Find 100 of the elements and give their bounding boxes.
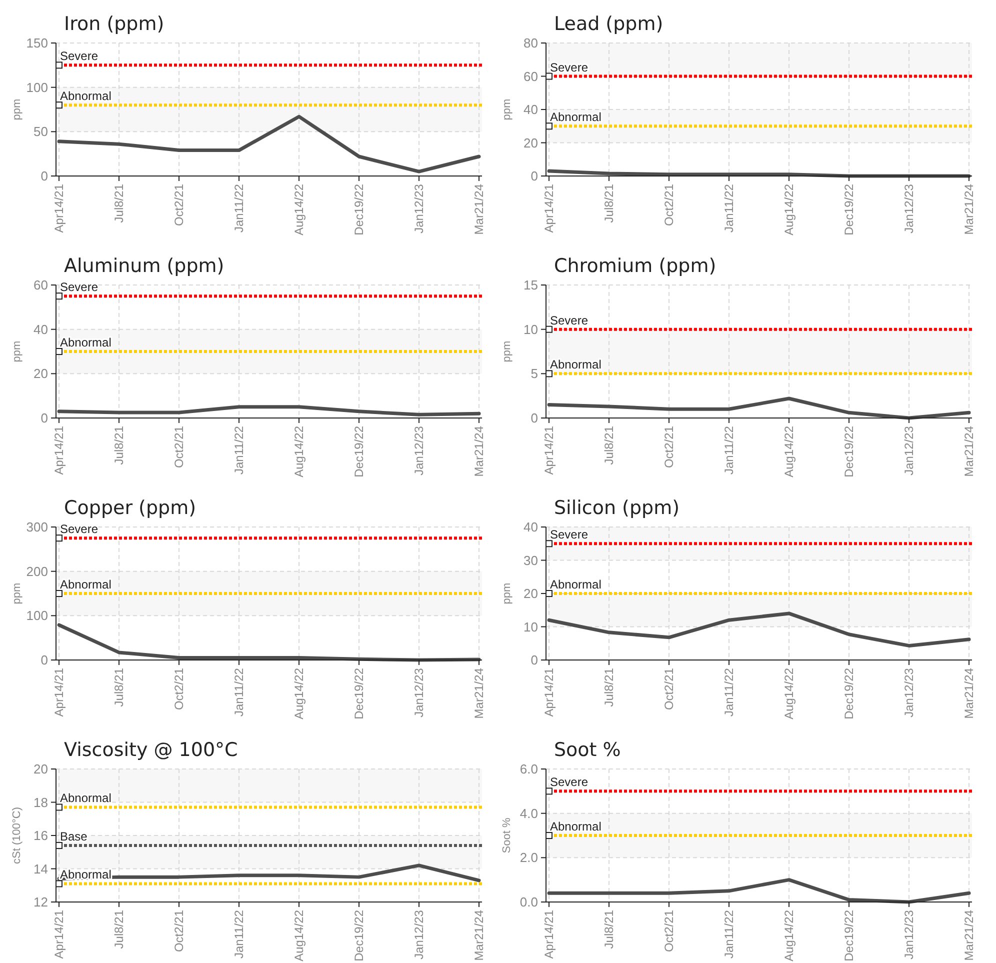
chart-title: Lead (ppm) (554, 13, 664, 35)
ref-line-label: Abnormal (550, 820, 602, 834)
y-tick-label: 40 (524, 520, 538, 535)
x-tick-label: Dec19/22 (352, 184, 366, 236)
y-tick-label: 0 (530, 652, 538, 668)
x-tick-label: Dec19/22 (352, 426, 366, 478)
x-tick-label: Aug14/22 (782, 668, 796, 720)
ref-line-label: Abnormal (550, 110, 602, 124)
x-tick-label: Aug14/22 (292, 910, 306, 962)
chart-title: Soot % (554, 739, 621, 761)
y-tick-label: 0 (530, 168, 538, 184)
y-tick-label: 5 (530, 366, 538, 382)
x-tick-label: Mar21/24 (962, 910, 976, 961)
y-tick-label: 0 (40, 168, 48, 184)
x-tick-label: Dec19/22 (352, 910, 366, 962)
ref-line-label: Base (60, 829, 88, 844)
ref-line-label: Abnormal (550, 578, 602, 592)
x-tick-label: Jul8/21 (602, 910, 616, 949)
x-tick-label: Apr14/21 (52, 668, 66, 717)
y-tick-label: 10 (524, 322, 538, 337)
x-tick-label: Jan12/23 (902, 184, 916, 234)
y-axis-title: ppm (501, 582, 513, 604)
x-tick-label: Aug14/22 (292, 668, 306, 720)
x-tick-label: Jul8/21 (112, 668, 126, 707)
x-tick-label: Mar21/24 (962, 184, 976, 235)
x-tick-label: Mar21/24 (472, 184, 486, 235)
y-tick-label: 150 (26, 36, 48, 51)
ref-line-label: Severe (60, 280, 98, 294)
chart-title: Aluminum (ppm) (64, 255, 224, 277)
chart-title: Silicon (ppm) (554, 497, 680, 519)
x-tick-label: Jul8/21 (602, 426, 616, 465)
ref-line-label: Severe (550, 60, 588, 74)
ref-line-label: Abnormal (60, 578, 112, 592)
ref-line-label: Abnormal (60, 336, 112, 350)
x-tick-label: Oct2/21 (662, 910, 676, 952)
ref-line-label: Severe (550, 775, 588, 790)
x-tick-label: Jan12/23 (902, 668, 916, 718)
y-tick-label: 10 (524, 619, 538, 634)
y-axis-title: ppm (11, 340, 23, 362)
y-axis-title: Soot % (501, 818, 513, 854)
x-tick-label: Mar21/24 (962, 668, 976, 719)
x-tick-label: Jul8/21 (112, 426, 126, 465)
x-tick-label: Oct2/21 (662, 184, 676, 226)
y-tick-label: 100 (26, 80, 48, 95)
chart-title: Copper (ppm) (64, 497, 196, 519)
x-tick-label: Jan11/22 (722, 910, 736, 958)
y-axis-title: ppm (11, 582, 23, 604)
x-tick-label: Mar21/24 (472, 426, 486, 477)
x-tick-label: Apr14/21 (52, 910, 66, 959)
y-tick-label: 300 (26, 520, 48, 535)
x-tick-label: Dec19/22 (842, 184, 856, 236)
y-tick-label: 50 (34, 124, 48, 140)
x-tick-label: Aug14/22 (782, 910, 796, 962)
y-tick-label: 20 (34, 366, 48, 382)
y-tick-label: 20 (524, 586, 538, 602)
x-tick-label: Aug14/22 (292, 184, 306, 236)
ref-line-label: Abnormal (60, 89, 112, 104)
x-tick-label: Oct2/21 (172, 910, 186, 952)
y-tick-label: 0 (40, 410, 48, 426)
x-tick-label: Jul8/21 (112, 184, 126, 223)
y-tick-label: 0 (40, 652, 48, 668)
x-tick-label: Apr14/21 (542, 426, 556, 475)
ref-line-label: Severe (60, 522, 98, 536)
x-tick-label: Mar21/24 (472, 910, 486, 961)
x-tick-label: Jan12/23 (412, 426, 426, 476)
x-tick-label: Jul8/21 (112, 910, 126, 949)
y-tick-label: 100 (26, 608, 48, 624)
x-tick-label: Aug14/22 (782, 426, 796, 478)
y-tick-label: 0.0 (520, 894, 538, 910)
x-tick-label: Apr14/21 (52, 426, 66, 475)
ref-line-label: Abnormal (60, 791, 112, 806)
y-tick-label: 20 (524, 135, 538, 150)
line-series (547, 612, 971, 648)
y-tick-label: 200 (26, 564, 48, 579)
y-tick-label: 4.0 (520, 806, 538, 821)
x-tick-label: Dec19/22 (842, 910, 856, 962)
x-tick-label: Jan12/23 (902, 910, 916, 960)
x-tick-label: Jan11/22 (232, 426, 246, 474)
y-tick-label: 40 (524, 102, 538, 118)
x-tick-label: Jan12/23 (412, 184, 426, 234)
chart-title: Iron (ppm) (64, 13, 164, 35)
x-tick-label: Apr14/21 (542, 668, 556, 717)
y-tick-label: 14 (34, 861, 48, 876)
chart-title: Viscosity @ 100°C (64, 739, 238, 761)
x-tick-label: Oct2/21 (172, 184, 186, 226)
y-tick-label: 18 (34, 794, 48, 810)
x-tick-label: Jan12/23 (902, 426, 916, 476)
x-tick-label: Aug14/22 (782, 184, 796, 236)
x-tick-label: Apr14/21 (542, 184, 556, 233)
y-tick-label: 16 (34, 828, 48, 844)
x-tick-label: Mar21/24 (472, 668, 486, 719)
x-tick-label: Aug14/22 (292, 426, 306, 478)
y-axis-title: ppm (501, 98, 513, 120)
ref-line-label: Severe (60, 49, 98, 64)
ref-line-label: Severe (550, 313, 588, 328)
x-tick-label: Oct2/21 (172, 426, 186, 468)
x-tick-label: Jan11/22 (722, 668, 736, 716)
x-tick-label: Jul8/21 (602, 184, 616, 223)
chart-title: Chromium (ppm) (554, 255, 716, 277)
x-tick-label: Jan12/23 (412, 668, 426, 718)
